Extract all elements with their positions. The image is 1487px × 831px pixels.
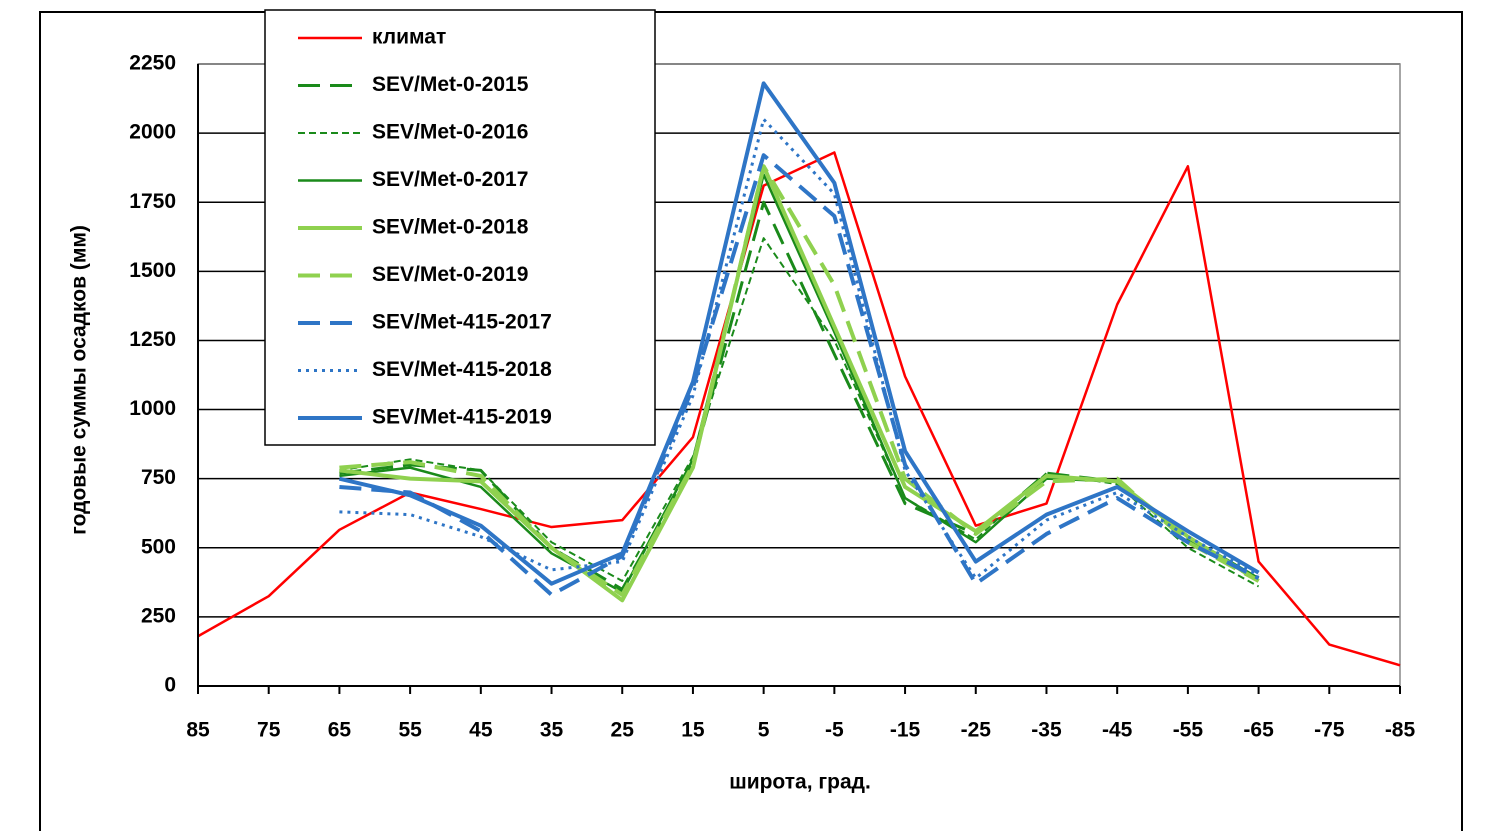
series-line [339,153,1260,597]
x-tick-label: -15 [890,719,921,742]
y-tick-label: 1000 [129,397,176,420]
x-tick-label: 65 [328,719,352,742]
x-axis-label: широта, град. [729,771,871,794]
y-tick-label: 750 [141,466,176,489]
y-tick-label: 2250 [129,52,176,75]
legend-label: SEV/Met-415-2018 [372,358,552,381]
y-tick-label: 250 [141,604,176,627]
legend-label: SEV/Met-0-2018 [372,216,529,239]
x-tick-label: 45 [469,719,493,742]
x-tick-label: -75 [1314,719,1345,742]
legend: климат SEV/Met-0-2015 SEV/Met-0-2016 SEV/Me… [264,9,656,446]
x-tick-label: -85 [1385,719,1416,742]
y-axis-label: годовые суммы осадков (мм) [68,225,91,535]
legend-label: SEV/Met-0-2015 [372,73,529,96]
series-line [339,164,1260,597]
lines [197,81,1401,667]
x-tick-label: -5 [825,719,844,742]
y-tick-label: 0 [164,674,176,697]
x-tick-label: 5 [758,719,770,742]
x-tick-label: -65 [1243,719,1274,742]
x-tick-label: -55 [1173,719,1204,742]
legend-label: SEV/Met-0-2019 [372,263,528,286]
series-line [338,81,1260,586]
x-tick-label: -35 [1031,719,1062,742]
legend-label: климат [372,26,446,49]
x-tick-label: 55 [398,719,422,742]
x-tick-label: 35 [540,719,564,742]
x-tick-label: 15 [681,719,705,742]
x-tick-label: 75 [257,719,281,742]
x-tick-label: 85 [186,719,210,742]
axes: 0 250 500 750 1000 1250 1500 1750 2000 2250 85 75 65… [129,52,1415,742]
x-tick-label: -45 [1102,719,1133,742]
series-line [197,151,1401,667]
x-tick-label: 25 [611,719,635,742]
legend-label: SEV/Met-415-2019 [372,406,552,429]
legend-label: SEV/Met-0-2016 [372,121,528,144]
legend-label: SEV/Met-415-2017 [372,311,552,334]
y-tick-label: 500 [141,535,176,558]
y-tick-label: 1750 [129,190,176,213]
y-tick-label: 1250 [129,328,176,351]
x-tick-label: -25 [961,719,992,742]
legend-label: SEV/Met-0-2017 [372,168,528,191]
y-tick-label: 1500 [129,259,176,282]
y-tick-label: 2000 [129,121,176,144]
